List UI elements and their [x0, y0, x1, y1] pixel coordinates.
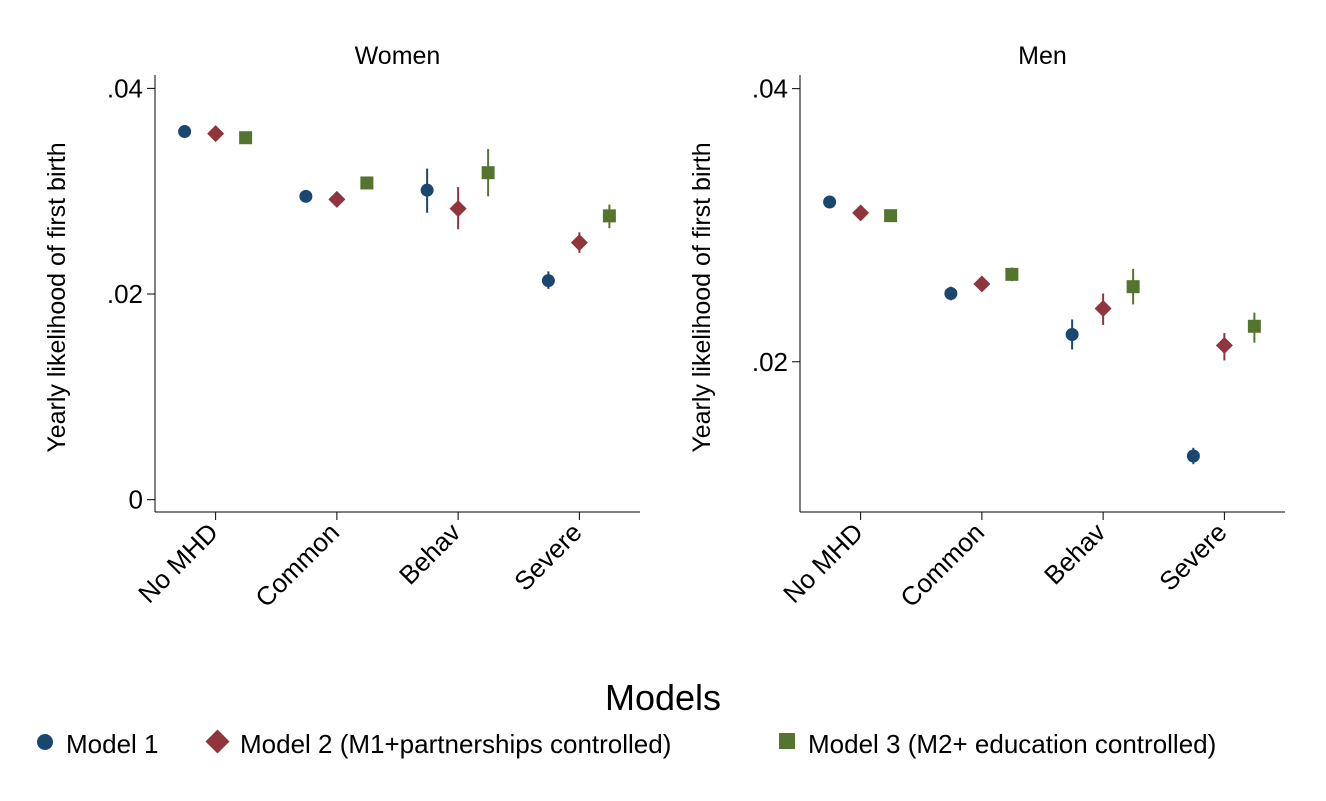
x-tick-label: Behav — [1038, 517, 1111, 590]
legend-marker-model-2 — [205, 729, 230, 754]
x-tick-label: No MHD — [777, 517, 869, 609]
data-point — [1065, 327, 1079, 341]
x-tick-label: Severe — [1153, 517, 1232, 596]
y-tick-label: .04 — [752, 74, 788, 104]
y-axis-label: Yearly likelihood of first birth — [688, 142, 716, 452]
data-point — [884, 209, 898, 223]
legend-label-model-2: Model 2 (M1+partnerships controlled) — [240, 729, 671, 759]
x-tick-label: Common — [249, 517, 345, 613]
x-tick-label: No MHD — [132, 517, 224, 609]
legend-marker-model-3 — [779, 733, 795, 749]
data-point — [239, 131, 253, 145]
y-axis-label: Yearly likelihood of first birth — [43, 142, 71, 452]
legend-label-model-3: Model 3 (M2+ education controlled) — [808, 729, 1216, 759]
data-point — [299, 189, 313, 203]
y-tick-label: 0 — [129, 485, 143, 515]
y-tick-label: .04 — [107, 73, 143, 103]
data-point — [1005, 267, 1019, 281]
data-point — [602, 209, 616, 223]
data-point — [1126, 280, 1140, 294]
data-point — [360, 176, 374, 190]
data-point — [944, 287, 958, 300]
data-point — [1094, 300, 1112, 318]
panel-men: Men Yearly likelihood of first birth .02 .0… — [688, 42, 1285, 613]
data-point — [1215, 336, 1233, 354]
panel-women: Women Yearly likelihood of first birth 0 .0… — [43, 42, 640, 613]
panel-title: Men — [1018, 42, 1067, 70]
x-tick-label: Behav — [393, 517, 466, 590]
x-tick-label: Common — [894, 517, 990, 613]
data-point — [178, 125, 192, 139]
data-point — [1186, 449, 1200, 463]
legend-label-model-1: Model 1 — [66, 729, 159, 759]
y-tick-label: .02 — [107, 279, 143, 309]
legend-marker-model-1 — [37, 734, 53, 750]
data-point — [481, 166, 495, 180]
x-tick-label: Severe — [508, 517, 587, 596]
panel-title: Women — [355, 42, 441, 70]
legend-title: Models — [605, 677, 721, 718]
data-point — [852, 204, 870, 222]
data-point — [449, 200, 467, 218]
data-point — [420, 183, 434, 197]
data-point — [541, 274, 555, 288]
data-point — [823, 195, 837, 209]
data-point — [570, 234, 588, 252]
legend: Models Model 1 Model 2 (M1+partnerships … — [37, 677, 1216, 759]
data-point — [207, 125, 225, 143]
data-point — [328, 190, 346, 208]
data-point — [973, 275, 991, 293]
data-point — [1247, 319, 1261, 333]
y-tick-label: .02 — [752, 347, 788, 377]
